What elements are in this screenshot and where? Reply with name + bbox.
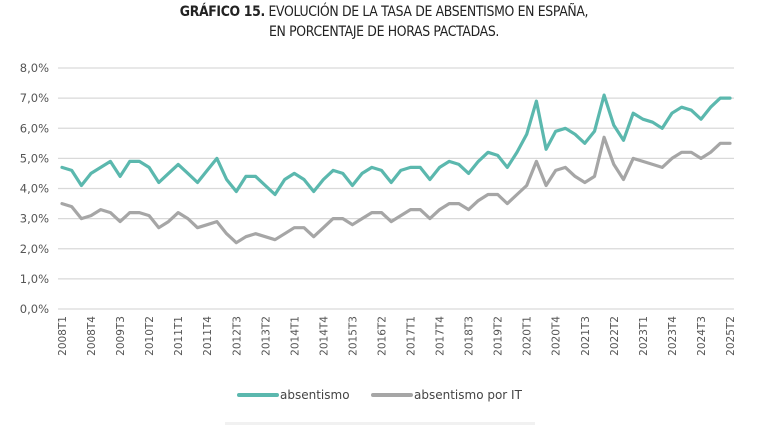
title-line-1: GRÁFICO 15. EVOLUCIÓN DE LA TASA DE ABSE…: [54, 2, 714, 22]
x-tick-label: 2022T2: [609, 316, 621, 356]
y-tick-label: 7,0%: [20, 91, 49, 105]
x-tick-label: 2021T3: [580, 316, 592, 356]
figure-number: GRÁFICO 15.: [179, 4, 265, 20]
x-tick-label: 2020T4: [551, 316, 563, 356]
legend-label-it: absentismo por IT: [414, 388, 523, 402]
x-tick-label: 2014T1: [289, 316, 301, 356]
x-tick-label: 2019T2: [493, 316, 505, 356]
x-tick-label: 2023T1: [638, 316, 650, 356]
y-tick-label: 4,0%: [20, 182, 49, 196]
legend: absentismo absentismo por IT: [237, 388, 523, 402]
x-tick-label: 2012T3: [231, 316, 243, 356]
series-line-absentismo: [60, 93, 732, 197]
x-tick-label: 2015T3: [347, 316, 359, 356]
x-tick-label: 2014T4: [318, 316, 330, 356]
legend-label-absentismo: absentismo: [280, 388, 350, 402]
gridlines: [58, 67, 734, 310]
x-tick-label: 2020T1: [522, 316, 534, 356]
y-tick-label: 8,0%: [20, 61, 49, 75]
title-line-2: EN PORCENTAJE DE HORAS PACTADAS.: [268, 24, 500, 40]
y-tick-label: 6,0%: [20, 121, 49, 135]
source-note: [225, 422, 535, 425]
x-tick-label: 2010T2: [144, 316, 156, 356]
x-tick-label: 2016T2: [376, 316, 388, 356]
title-text-1: EVOLUCIÓN DE LA TASA DE ABSENTISMO EN ES…: [264, 4, 589, 20]
x-tick-label: 2008T1: [57, 316, 69, 356]
x-tick-label: 2024T3: [696, 316, 708, 356]
y-axis-ticks: 0,0% 1,0% 2,0% 3,0% 4,0% 5,0% 6,0% 7,0% 8,0%: [20, 61, 49, 316]
x-tick-label: 2011T4: [202, 316, 214, 356]
y-tick-label: 1,0%: [20, 272, 49, 286]
x-tick-label: 2018T3: [464, 316, 476, 356]
y-tick-label: 2,0%: [20, 242, 49, 256]
x-tick-label: 2008T4: [86, 316, 98, 356]
x-tick-label: 2025T2: [725, 316, 737, 356]
x-tick-label: 2011T1: [173, 316, 185, 356]
x-tick-label: 2013T2: [260, 316, 272, 356]
x-tick-label: 2017T4: [435, 316, 447, 356]
series-lines: [60, 93, 732, 245]
x-tick-label: 2023T4: [667, 316, 679, 356]
series-line-absentismo-por-it: [60, 135, 732, 245]
y-tick-label: 3,0%: [20, 212, 49, 226]
x-axis-ticks: 2008T1 2008T4 2009T3 2010T2 2011T1 2011T4 2012…: [57, 316, 737, 356]
y-tick-label: 0,0%: [20, 302, 49, 316]
x-tick-label: 2009T3: [115, 316, 127, 356]
x-tick-label: 2017T1: [406, 316, 418, 356]
y-tick-label: 5,0%: [20, 151, 49, 165]
chart-title: GRÁFICO 15. EVOLUCIÓN DE LA TASA DE ABSE…: [54, 2, 714, 42]
